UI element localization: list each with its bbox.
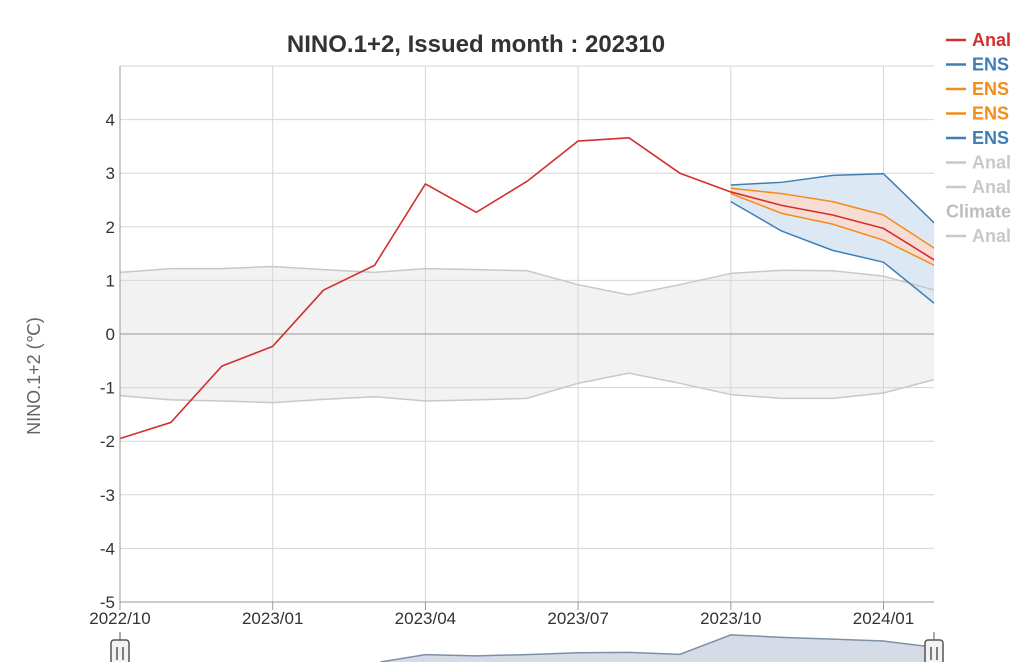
legend-label: Climate <box>946 202 1011 222</box>
y-tick-label: -1 <box>100 379 115 398</box>
ens-orange-upper-line <box>730 187 934 249</box>
legend-item[interactable]: Anal <box>946 153 1011 173</box>
chart-title: NINO.1+2, Issued month : 202310 <box>287 31 665 58</box>
y-tick-label: -5 <box>100 593 115 612</box>
y-tick-label: -4 <box>100 539 115 558</box>
legend-label: Anal <box>972 226 1011 246</box>
legend-label: ENS <box>972 79 1009 99</box>
y-tick-label: -3 <box>100 486 115 505</box>
legend-item[interactable]: Anal <box>946 177 1011 197</box>
y-tick-label: 1 <box>106 271 115 290</box>
legend-label: ENS <box>972 128 1009 148</box>
legend-item[interactable]: ENS <box>946 79 1009 99</box>
navigator-handle-right[interactable] <box>924 632 944 662</box>
y-tick-label: 0 <box>106 325 115 344</box>
legend-label: ENS <box>972 55 1009 75</box>
legend[interactable]: Anal ENS ENS ENS ENS Anal Anal Climate Anal <box>946 30 1011 246</box>
legend-item[interactable]: Anal <box>946 226 1011 246</box>
ens-orange-lower-line <box>730 192 934 267</box>
y-tick-label: 2 <box>106 218 115 237</box>
legend-item[interactable]: ENS <box>946 55 1009 75</box>
handle-body <box>924 639 944 662</box>
legend-item[interactable]: Anal <box>946 30 1011 50</box>
legend-label: Anal <box>972 177 1011 197</box>
legend-label: Anal <box>972 153 1011 173</box>
x-tick-label: 2023/01 <box>242 609 303 628</box>
legend-item[interactable]: ENS <box>946 104 1009 124</box>
x-tick-label: 2022/10 <box>89 609 150 628</box>
legend-item[interactable]: Climate <box>946 202 1011 222</box>
analysis-line <box>120 137 934 440</box>
ens-blue-upper-line <box>730 172 934 224</box>
x-tick-label: 2023/10 <box>700 609 761 628</box>
legend-label: ENS <box>972 104 1009 124</box>
legend-label: Anal <box>972 30 1011 50</box>
climate-lower-line <box>120 372 934 404</box>
navigator-handle-left[interactable] <box>110 632 130 662</box>
navigator-line <box>380 634 935 662</box>
grid-layer <box>119 65 934 603</box>
y-tick-label: 3 <box>106 164 115 183</box>
navigator-area <box>380 634 935 662</box>
navigator[interactable] <box>110 632 944 662</box>
x-tick-label: 2023/07 <box>547 609 608 628</box>
series-layer <box>120 137 934 440</box>
climate-upper-line <box>120 265 934 296</box>
y-tick-label: -2 <box>100 432 115 451</box>
ens-blue-lower-line <box>730 200 934 305</box>
y-tick-label: 4 <box>106 111 115 130</box>
x-tick-label: 2024/01 <box>853 609 914 628</box>
x-tick-label: 2023/04 <box>395 609 456 628</box>
ens-inner-range <box>730 188 934 266</box>
handle-body <box>110 639 130 662</box>
y-axis-label: NINO.1+2 (℃) <box>24 317 44 435</box>
legend-item[interactable]: ENS <box>946 128 1009 148</box>
